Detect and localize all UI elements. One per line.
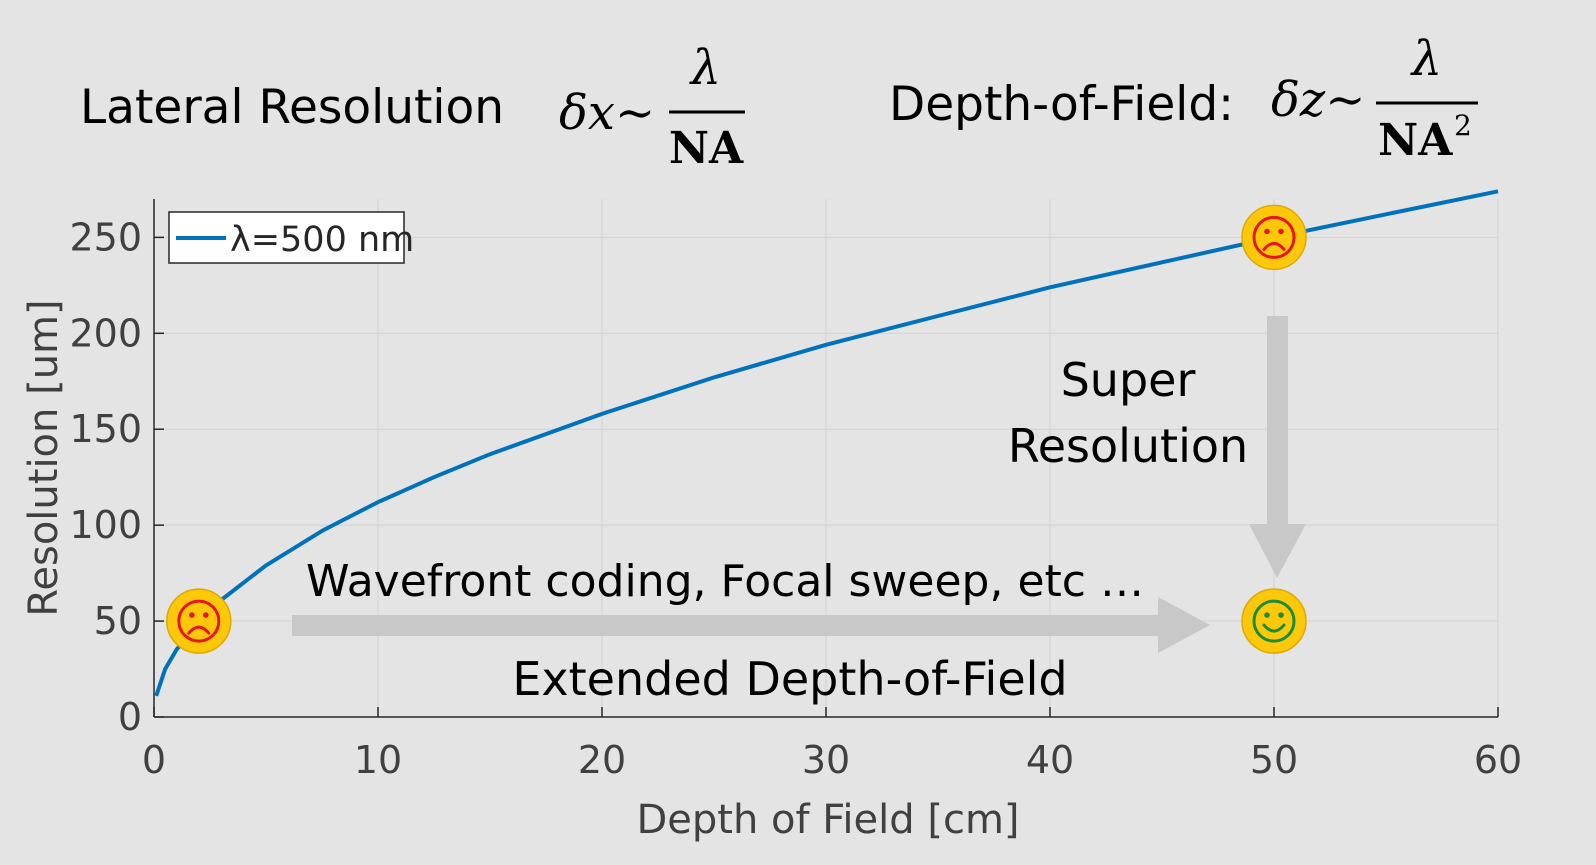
y-tick-label: 100 — [69, 503, 142, 547]
x-tick-label: 40 — [1026, 738, 1074, 782]
face-mouth — [1262, 623, 1286, 633]
x-tick-label: 30 — [802, 738, 850, 782]
arrows — [292, 316, 1306, 653]
x-tick-label: 10 — [354, 738, 402, 782]
axes — [153, 199, 1499, 718]
face-eye — [189, 612, 195, 618]
x-tick-label: 60 — [1474, 738, 1522, 782]
lateral-resolution-formula: δx∼ λ NA — [559, 40, 745, 174]
formula-numerator: λ — [689, 40, 721, 96]
marker-disc — [1241, 204, 1307, 271]
x-tick-label: 0 — [142, 738, 166, 782]
x-axis-label: Depth of Field [cm] — [636, 797, 1019, 843]
extended-dof-arrow — [292, 597, 1210, 653]
happy-face-icon — [1241, 588, 1307, 654]
face-mouth — [1262, 241, 1286, 251]
x-tick-label: 20 — [578, 738, 626, 782]
y-tick-label: 200 — [69, 311, 142, 355]
y-tick-label: 0 — [118, 695, 142, 739]
sad-face-icon — [166, 588, 232, 654]
face-outline — [177, 599, 221, 643]
super-resolution-text-line2: Resolution — [1008, 419, 1248, 473]
face-eye — [1264, 228, 1270, 235]
x-tick-label: 50 — [1250, 738, 1298, 782]
y-tick-label: 150 — [69, 407, 142, 451]
y-tick-label: 50 — [94, 599, 142, 643]
face-eye — [1264, 612, 1270, 618]
formula-denominator: NA — [669, 123, 744, 174]
formula-exponent: 2 — [1454, 109, 1472, 142]
depth-of-field-label: Depth-of-Field: — [889, 77, 1234, 132]
face-outline — [1252, 215, 1296, 259]
marker-disc — [1241, 588, 1307, 654]
formula-lhs: δz∼ — [1271, 72, 1365, 128]
lateral-resolution-label: Lateral Resolution — [80, 80, 504, 135]
face-outline — [1252, 599, 1296, 643]
wavefront-coding-text: Wavefront coding, Focal sweep, etc … — [306, 556, 1144, 607]
super-resolution-arrow — [1249, 316, 1306, 578]
formula-denominator: NA — [1378, 115, 1453, 166]
extended-dof-text: Extended Depth-of-Field — [512, 652, 1067, 706]
super-resolution-text: Super — [1061, 353, 1196, 407]
markers — [166, 204, 1307, 654]
face-mouth — [187, 625, 211, 635]
legend: λ=500 nm — [168, 211, 414, 264]
formula-lhs: δx∼ — [559, 85, 655, 141]
depth-of-field-formula: δz∼ λ NA 2 — [1271, 31, 1478, 166]
face-eye — [1278, 228, 1284, 235]
face-eye — [1278, 612, 1284, 618]
face-eye — [203, 612, 209, 618]
formula-numerator: λ — [1410, 31, 1442, 87]
tick-labels: 0 10 20 30 40 50 60 0 50 100 150 200 250 — [69, 215, 1522, 782]
legend-label: λ=500 nm — [230, 220, 414, 260]
y-tick-label: 250 — [69, 215, 142, 259]
marker-disc — [166, 588, 232, 654]
y-axis-label: Resolution [um] — [21, 299, 67, 616]
sad-face-icon — [1241, 204, 1307, 271]
